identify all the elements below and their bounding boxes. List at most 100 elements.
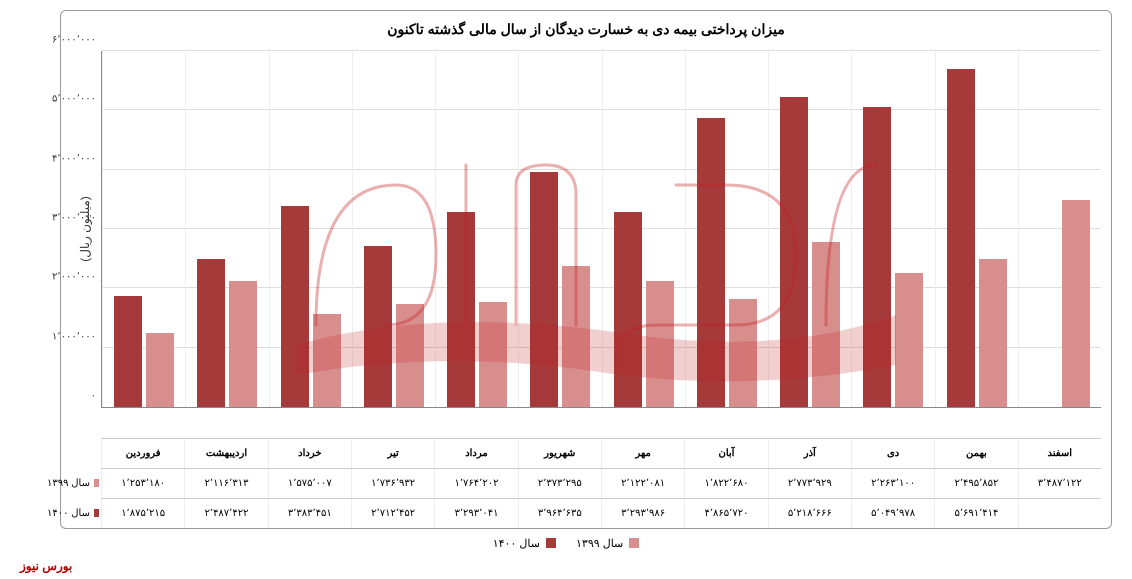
legend-swatch-icon [546, 538, 556, 548]
legend-item: سال ۱۴۰۰ [493, 537, 556, 550]
category-label: بهمن [934, 439, 1017, 468]
bar [313, 314, 341, 407]
data-cell: ۵٬۶۹۱٬۴۱۴ [934, 499, 1017, 528]
month-column [685, 51, 768, 407]
category-label: شهریور [518, 439, 601, 468]
legend-label: سال ۱۳۹۹ [576, 537, 623, 550]
data-cell: ۱٬۷۶۴٬۲۰۲ [434, 469, 517, 498]
y-tick-label: ۶٬۰۰۰٬۰۰۰ [52, 35, 96, 46]
table-corner [41, 439, 101, 469]
category-label: مرداد [434, 439, 517, 468]
series-name: سال ۱۳۹۹ [47, 478, 90, 489]
data-cell: ۳٬۹۶۴٬۶۳۵ [518, 499, 601, 528]
month-column [768, 51, 851, 407]
y-axis-label: (میلیون ریال) [78, 196, 92, 262]
data-cell: ۱٬۵۷۵٬۰۰۷ [268, 469, 351, 498]
bar [281, 206, 309, 407]
category-label: مهر [601, 439, 684, 468]
bar [562, 266, 590, 407]
table-row: سال ۱۳۹۹۱٬۲۵۳٬۱۸۰۲٬۱۱۶٬۳۱۳۱٬۵۷۵٬۰۰۷۱٬۷۳۶… [101, 468, 1101, 498]
data-cell: ۲٬۷۱۲٬۴۵۲ [351, 499, 434, 528]
data-cell: ۳٬۴۸۷٬۱۲۲ [1018, 469, 1101, 498]
month-column [935, 51, 1018, 407]
data-cell [1018, 499, 1101, 528]
bar [646, 281, 674, 407]
category-label: آذر [768, 439, 851, 468]
y-tick-label: ۱٬۰۰۰٬۰۰۰ [52, 331, 96, 342]
bar [947, 69, 975, 407]
category-label: دی [851, 439, 934, 468]
bar [697, 118, 725, 407]
data-cell: ۲٬۱۱۶٬۳۱۳ [184, 469, 267, 498]
series-label: سال ۱۴۰۰ [41, 498, 101, 528]
bar [895, 273, 923, 407]
plot-area: (میلیون ریال) ۰۱٬۰۰۰٬۰۰۰۲٬۰۰۰٬۰۰۰۳٬۰۰۰٬۰… [101, 51, 1101, 408]
month-column [602, 51, 685, 407]
y-tick-label: ۴٬۰۰۰٬۰۰۰ [52, 153, 96, 164]
series-label: سال ۱۳۹۹ [41, 468, 101, 498]
y-tick-label: ۰ [91, 391, 96, 402]
y-tick-label: ۲٬۰۰۰٬۰۰۰ [52, 272, 96, 283]
legend-swatch-icon [629, 538, 639, 548]
chart-title: میزان پرداختی بیمه دی به خسارت دیدگان از… [61, 11, 1111, 48]
bar [729, 299, 757, 407]
data-cell: ۳٬۳۸۳٬۴۵۱ [268, 499, 351, 528]
legend-label: سال ۱۴۰۰ [493, 537, 540, 550]
month-column [518, 51, 601, 407]
bar [447, 212, 475, 407]
bar [1062, 200, 1090, 407]
legend: سال ۱۳۹۹ سال ۱۴۰۰ [0, 537, 1132, 552]
legend-item: سال ۱۳۹۹ [576, 537, 639, 550]
month-column [102, 51, 185, 407]
bar [479, 302, 507, 407]
swatch-icon [94, 509, 99, 517]
month-column [1018, 51, 1101, 407]
chart-frame: میزان پرداختی بیمه دی به خسارت دیدگان از… [60, 10, 1112, 529]
data-cell: ۱٬۲۵۳٬۱۸۰ [101, 469, 184, 498]
data-cell: ۲٬۴۹۵٬۸۵۲ [934, 469, 1017, 498]
table-header-row: فروردیناردیبهشتخردادتیرمردادشهریورمهرآبا… [101, 438, 1101, 468]
y-tick-label: ۵٬۰۰۰٬۰۰۰ [52, 94, 96, 105]
month-column [851, 51, 934, 407]
month-column [435, 51, 518, 407]
data-cell: ۲٬۷۷۳٬۹۲۹ [768, 469, 851, 498]
bar [146, 333, 174, 407]
bar [364, 246, 392, 407]
bar [114, 296, 142, 407]
table-row: سال ۱۴۰۰۱٬۸۷۵٬۲۱۵۲٬۴۸۷٬۴۲۲۳٬۳۸۳٬۴۵۱۲٬۷۱۲… [101, 498, 1101, 528]
bar [530, 172, 558, 407]
category-label: اسفند [1018, 439, 1101, 468]
bar [396, 304, 424, 407]
data-cell: ۳٬۲۹۳٬۰۴۱ [434, 499, 517, 528]
data-cell: ۱٬۷۳۶٬۹۳۲ [351, 469, 434, 498]
bar [197, 259, 225, 407]
data-cell: ۲٬۳۷۳٬۲۹۵ [518, 469, 601, 498]
data-cell: ۳٬۲۹۳٬۹۸۶ [601, 499, 684, 528]
category-label: آبان [684, 439, 767, 468]
swatch-icon [94, 479, 99, 487]
data-cell: ۵٬۲۱۸٬۶۶۶ [768, 499, 851, 528]
category-label: اردیبهشت [184, 439, 267, 468]
series-name: سال ۱۴۰۰ [47, 508, 90, 519]
data-cell: ۲٬۲۶۳٬۱۰۰ [851, 469, 934, 498]
bar [863, 107, 891, 407]
bar [229, 281, 257, 407]
data-table: فروردیناردیبهشتخردادتیرمردادشهریورمهرآبا… [101, 438, 1101, 528]
data-cell: ۲٬۴۸۷٬۴۲۲ [184, 499, 267, 528]
data-cell: ۲٬۱۲۲٬۰۸۱ [601, 469, 684, 498]
y-tick-label: ۳٬۰۰۰٬۰۰۰ [52, 213, 96, 224]
month-column [185, 51, 268, 407]
data-cell: ۱٬۸۲۲٬۶۸۰ [684, 469, 767, 498]
data-cell: ۵٬۰۴۹٬۹۷۸ [851, 499, 934, 528]
bars-container [102, 51, 1101, 407]
bar [812, 242, 840, 407]
footer-credit: بورس نیوز [20, 559, 72, 573]
category-label: تیر [351, 439, 434, 468]
data-cell: ۱٬۸۷۵٬۲۱۵ [101, 499, 184, 528]
bar [979, 259, 1007, 407]
month-column [269, 51, 352, 407]
month-column [352, 51, 435, 407]
bar [614, 212, 642, 407]
data-cell: ۴٬۸۶۵٬۷۲۰ [684, 499, 767, 528]
bar [780, 97, 808, 407]
